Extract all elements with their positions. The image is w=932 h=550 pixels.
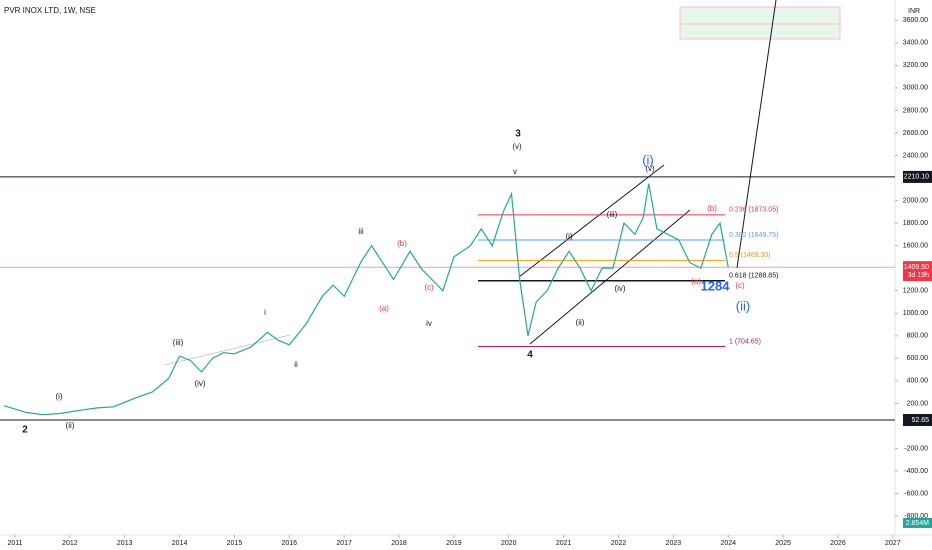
price-tag-bg — [903, 261, 932, 282]
projection-line — [736, 0, 777, 269]
x-tick-label: 2026 — [830, 540, 846, 547]
x-tick-label: 2027 — [885, 540, 901, 547]
wave-label: 4 — [527, 350, 533, 361]
wave-label: (v) — [512, 142, 522, 151]
x-tick-label: 2013 — [117, 540, 133, 547]
wave-label: (c) — [735, 281, 745, 290]
wave-label: (i) — [565, 232, 572, 241]
price-tag: 2210.10 — [904, 174, 929, 181]
x-tick-label: 2014 — [172, 540, 188, 547]
wave-label: i — [264, 308, 266, 317]
x-tick-label: 2012 — [62, 540, 78, 547]
wave-label: (ii) — [736, 298, 750, 313]
wave-label: ii — [294, 360, 298, 369]
wave-label: 1284 — [701, 278, 731, 293]
countdown: 3d 19h — [908, 272, 930, 279]
fib-label: 0.618 (1288.85) — [729, 273, 778, 280]
y-tick-label: 2800.00 — [903, 107, 928, 114]
wave-label: (iii) — [173, 338, 184, 347]
y-tick-label: 400.00 — [907, 378, 929, 385]
wave-label: 3 — [515, 129, 521, 140]
price-tag-bg — [903, 170, 932, 183]
x-tick-label: 2011 — [7, 540, 22, 547]
early-channel — [164, 334, 291, 366]
volume-tag: 2.854M — [906, 520, 930, 527]
y-tick-label: 800.00 — [907, 333, 929, 340]
y-tick-label: 2600.00 — [903, 130, 928, 137]
wave-label: (iv) — [194, 379, 205, 388]
x-tick-label: 2024 — [720, 540, 736, 547]
y-tick-label: 1000.00 — [903, 310, 928, 317]
channel-top — [518, 164, 665, 278]
price-line-series — [3, 183, 729, 416]
price-tag: 52.65 — [911, 417, 929, 424]
wave-label: (a) — [691, 277, 701, 286]
target-box — [679, 6, 841, 40]
x-tick-label: 2018 — [391, 540, 407, 547]
price-tag: 1409.50 — [904, 264, 929, 271]
fib-label: 0.382 (1649.75) — [729, 232, 778, 239]
y-tick-label: 600.00 — [907, 355, 929, 362]
wave-label: 2 — [22, 425, 28, 436]
y-tick-label: -200.00 — [904, 445, 928, 452]
y-tick-label: -600.00 — [904, 490, 928, 497]
fib-label: 0.5 (1469.30) — [729, 252, 771, 259]
x-tick-label: 2016 — [282, 540, 298, 547]
wave-label: (a) — [379, 304, 389, 313]
wave-label: (ii) — [66, 421, 75, 430]
x-tick-label: 2023 — [666, 540, 682, 547]
y-tick-label: 1800.00 — [903, 220, 928, 227]
price-tag-bg — [903, 414, 932, 427]
fib-label: 0.236 (1873.05) — [729, 207, 778, 214]
y-tick-label: 3600.00 — [903, 17, 928, 24]
wave-label: (iv) — [614, 284, 625, 293]
y-tick-label: 1600.00 — [903, 242, 928, 249]
wave-label: (i) — [55, 392, 62, 401]
y-tick-label: 200.00 — [907, 400, 929, 407]
wave-label: (v) — [645, 164, 655, 173]
wave-label: (c) — [424, 283, 434, 292]
x-tick-label: 2021 — [556, 540, 572, 547]
chart-title: PVR INOX LTD, 1W, NSE — [4, 6, 96, 15]
y-tick-label: 2400.00 — [903, 152, 928, 159]
y-tick-label: 3200.00 — [903, 62, 928, 69]
y-tick-label: 3400.00 — [903, 40, 928, 47]
volume-tag-bg — [903, 518, 932, 528]
wave-label: (b) — [707, 204, 717, 213]
wave-label: iii — [358, 227, 364, 236]
currency: INR — [908, 8, 920, 15]
y-tick-label: -400.00 — [904, 468, 928, 475]
y-tick-label: 1200.00 — [903, 288, 928, 295]
x-tick-label: 2025 — [775, 540, 791, 547]
x-tick-label: 2020 — [501, 540, 517, 547]
wave-label: iv — [426, 319, 432, 328]
fib-label: 1 (704.65) — [729, 338, 761, 345]
x-tick-label: 2017 — [336, 540, 352, 547]
wave-label: (ii) — [576, 318, 585, 327]
wave-label: (b) — [397, 239, 407, 248]
y-tick-label: 3000.00 — [903, 85, 928, 92]
y-tick-label: -800.00 — [904, 513, 928, 520]
x-tick-label: 2015 — [227, 540, 243, 547]
wave-label: v — [513, 167, 517, 176]
wave-label: (iii) — [607, 210, 618, 219]
y-tick-label: 2000.00 — [903, 197, 928, 204]
wave-label: (i) — [642, 152, 654, 167]
x-tick-label: 2022 — [611, 540, 627, 547]
x-tick-label: 2019 — [446, 540, 462, 547]
